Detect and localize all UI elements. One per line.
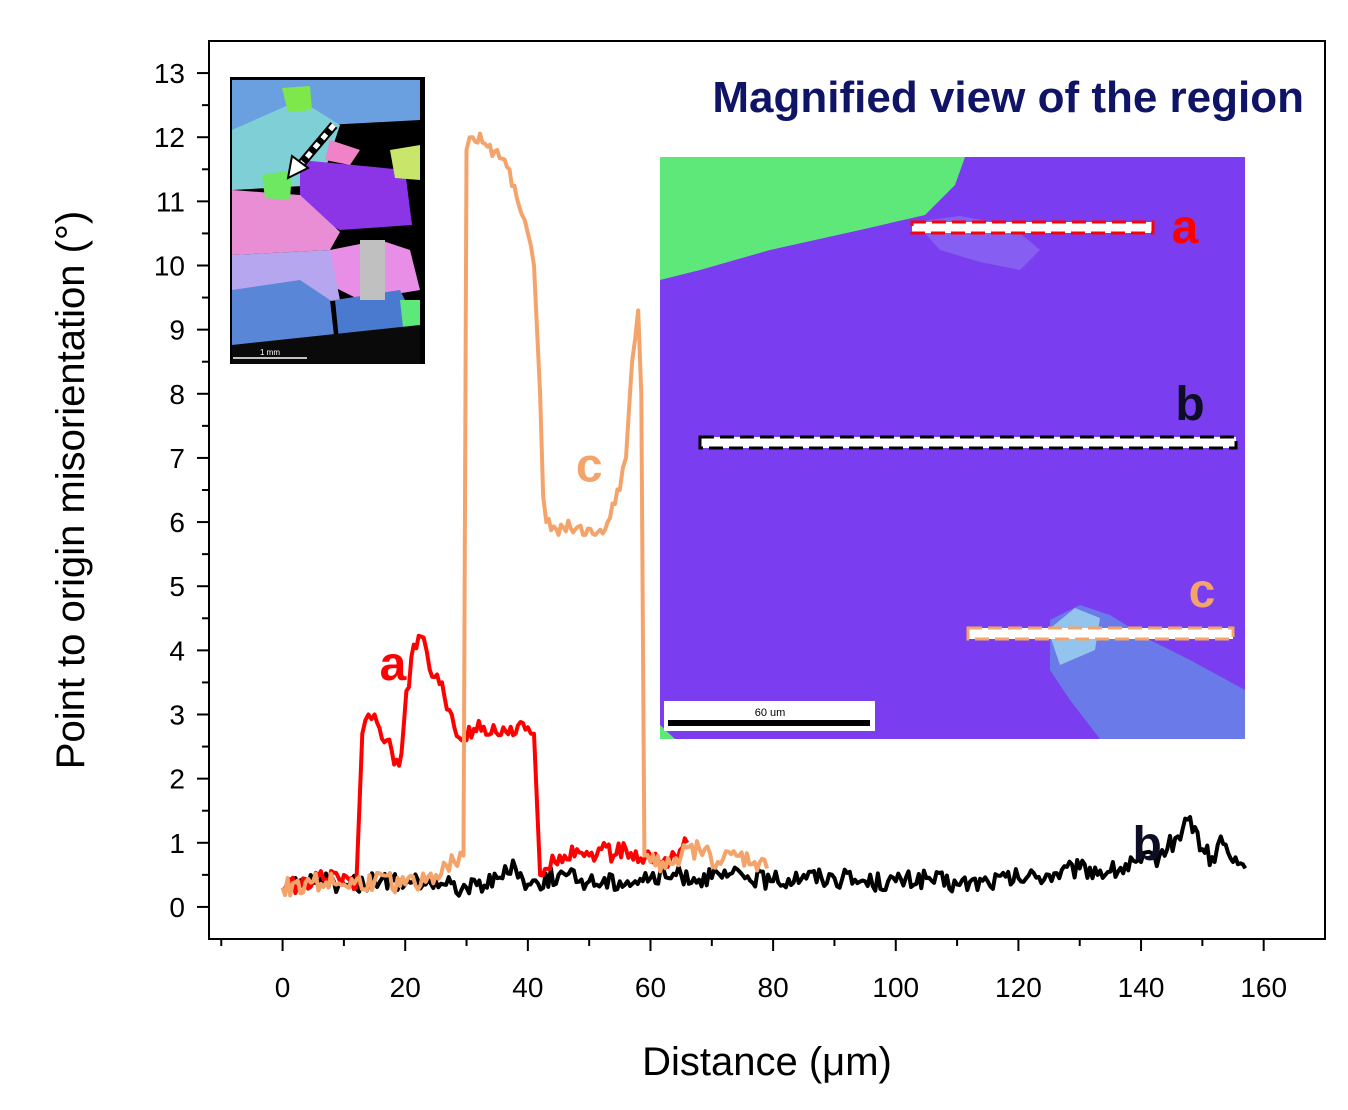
y-tick-label: 13 [154,58,185,89]
x-axis-title: Distance (μm) [642,1040,892,1084]
magnified-green-corner [660,725,675,739]
series-annotation-c: c [576,439,603,492]
inset-line-a [910,220,1155,235]
overview-map-edge [232,325,420,364]
x-axis-ticks: 0 20 40 60 80 100 120 140 160 [220,939,1287,1003]
magnified-green-grain [660,157,965,280]
series-line-b [280,815,1248,898]
overview-grain [325,140,360,165]
y-tick-label: 0 [169,892,185,923]
overview-grain [360,240,385,300]
x-tick-label: 20 [390,972,421,1003]
series-annotation-b: b [1133,818,1162,871]
y-tick-label: 8 [169,379,185,410]
x-tick-label: 120 [995,972,1042,1003]
overview-scale-label: 1 mm [260,348,280,357]
x-tick-label: 60 [635,972,666,1003]
overview-map-inset: 1 mm [230,77,425,364]
y-tick-label: 10 [154,251,185,282]
y-tick-label: 1 [169,828,185,859]
series-annotation-a: a [380,638,407,691]
inset-line-b [698,435,1238,450]
y-tick-label: 2 [169,764,185,795]
x-tick-label: 40 [512,972,543,1003]
overview-grain [262,170,292,200]
y-tick-label: 3 [169,700,185,731]
overview-grain [390,145,420,180]
overview-grain [300,160,412,230]
series-line-c [280,131,769,898]
inset-label-c: c [1189,565,1216,618]
inset-line-c [966,626,1235,641]
x-tick-label: 0 [275,972,291,1003]
magnified-scale-bar [668,720,870,726]
overview-grain [282,86,312,112]
overview-grain [232,190,340,255]
x-tick-label: 100 [872,972,919,1003]
x-tick-label: 140 [1118,972,1165,1003]
magnified-view-title: Magnified view of the region [712,73,1304,122]
inset-label-b: b [1175,378,1204,431]
inset-label-a: a [1172,201,1199,254]
y-tick-label: 7 [169,443,185,474]
series-line-a [281,633,690,896]
y-tick-label: 4 [169,635,185,666]
magnified-scale-label: 60 um [755,707,786,719]
magnified-map-inset: 60 um a b c [660,157,1245,739]
x-tick-label: 80 [758,972,789,1003]
series-group [280,131,1248,898]
y-tick-label: 11 [156,186,185,217]
x-tick-label: 160 [1240,972,1287,1003]
y-tick-label: 9 [169,315,185,346]
y-tick-label: 5 [169,571,185,602]
y-tick-label: 12 [154,122,185,153]
y-tick-label: 6 [169,507,185,538]
series-annotations: a b c [380,439,1162,870]
overview-arrowhead-icon [286,154,310,180]
y-axis-title: Point to origin misorientation (°) [49,211,93,769]
overview-grain [232,280,335,345]
overview-arrow-stripe [294,123,336,172]
